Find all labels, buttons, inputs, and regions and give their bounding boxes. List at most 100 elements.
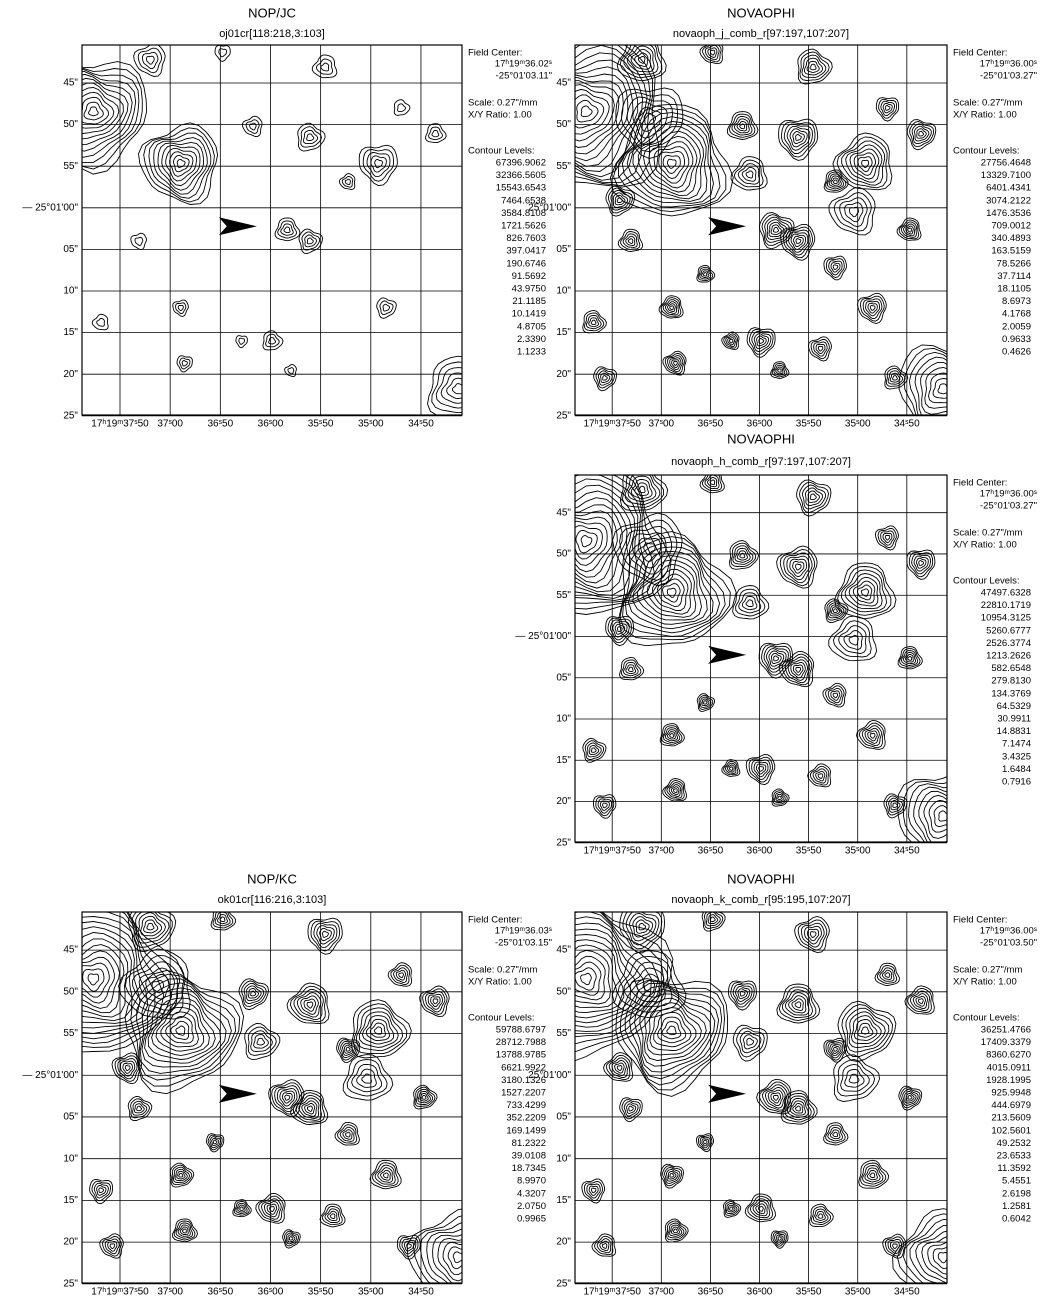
- contour-level: 444.6979: [991, 1100, 1031, 1111]
- contour: [794, 916, 830, 954]
- contour: [874, 525, 899, 551]
- contour: [232, 1199, 252, 1218]
- contour: [599, 800, 610, 811]
- contour: [446, 377, 462, 399]
- contour: [699, 45, 724, 65]
- contour: [616, 197, 623, 203]
- contour: [602, 375, 608, 381]
- contour: [214, 45, 231, 62]
- contour: [667, 1222, 685, 1239]
- contour: [672, 788, 678, 794]
- contour: [900, 650, 919, 666]
- contour: [583, 312, 605, 332]
- contour: [452, 1251, 462, 1264]
- contour: [832, 608, 838, 613]
- contour: [841, 1004, 893, 1057]
- contour: [82, 77, 129, 146]
- contour: [630, 479, 653, 500]
- contour-level: 4015.0911: [987, 1062, 1031, 1073]
- contour: [244, 1023, 281, 1061]
- contour: [238, 337, 246, 345]
- y-tick-label: 55": [556, 1028, 571, 1039]
- contour: [841, 140, 886, 186]
- contour: [792, 664, 804, 676]
- contour: [751, 330, 772, 353]
- contour: [622, 541, 726, 637]
- contour: [787, 659, 809, 681]
- contour: [634, 988, 716, 1073]
- contour: [575, 529, 598, 554]
- contour: [271, 1082, 303, 1115]
- contour: [616, 626, 623, 633]
- contour: [414, 1086, 436, 1108]
- contour: [334, 1121, 360, 1146]
- contour: [793, 235, 804, 248]
- y-tick-label: 20": [63, 369, 78, 380]
- contour: [861, 725, 883, 747]
- contour: [109, 1243, 116, 1250]
- contour: [721, 759, 741, 777]
- contour: [426, 1228, 462, 1283]
- contour-level: 18.7345: [512, 1163, 546, 1174]
- contour-level: 2.3390: [517, 334, 546, 345]
- contour: [276, 1087, 298, 1110]
- contour: [588, 744, 600, 755]
- y-tick-label: 55": [63, 161, 78, 172]
- contour-level: 0.7916: [1002, 777, 1031, 788]
- contour: [396, 1234, 421, 1260]
- contour: [662, 583, 681, 603]
- contour: [625, 664, 636, 675]
- contour: [82, 921, 149, 1029]
- contour: [437, 1237, 462, 1282]
- contour-level: 81.2322: [512, 1138, 546, 1149]
- contour: [351, 1063, 382, 1093]
- info-text: Contour Levels:: [953, 1013, 1020, 1024]
- arrow: [708, 1084, 747, 1103]
- contour: [933, 805, 947, 827]
- contour: [938, 810, 947, 822]
- contour-map: [575, 912, 947, 1283]
- contour-level: 6621.9922: [501, 1062, 546, 1073]
- contour: [327, 1210, 338, 1222]
- contour: [660, 1163, 684, 1189]
- y-tick-label: 25": [63, 1278, 78, 1289]
- contour: [885, 367, 906, 387]
- contour: [630, 48, 652, 70]
- contour: [605, 615, 635, 647]
- contour: [832, 132, 893, 191]
- contour: [662, 299, 680, 316]
- contour: [625, 912, 660, 946]
- contour: [741, 595, 758, 611]
- contour: [783, 123, 813, 154]
- contour: [937, 1252, 947, 1264]
- contour: [157, 141, 205, 191]
- contour: [883, 793, 908, 819]
- contour: [428, 126, 443, 141]
- contour: [836, 136, 888, 189]
- contour: [666, 782, 683, 799]
- contour: [82, 68, 140, 163]
- contour: [907, 987, 932, 1014]
- contour: [99, 1233, 124, 1259]
- x-tick-label: 37ˢ00: [648, 419, 674, 430]
- contour: [235, 335, 248, 349]
- contour: [624, 982, 723, 1086]
- contour: [732, 585, 770, 620]
- contour: [82, 82, 124, 140]
- y-tick-label: 45": [63, 945, 78, 956]
- contour: [342, 1042, 355, 1056]
- contour: [597, 370, 613, 386]
- contour: [596, 1238, 612, 1254]
- contour: [440, 372, 462, 404]
- info-text: -25°01'03.50": [980, 938, 1037, 949]
- contour: [575, 497, 628, 589]
- contour: [618, 531, 737, 647]
- contour: [646, 568, 692, 615]
- contour: [643, 112, 657, 126]
- contour: [730, 542, 757, 567]
- contour: [662, 1165, 683, 1187]
- contour: [755, 763, 767, 775]
- contour: [823, 169, 849, 193]
- contour: [622, 233, 638, 248]
- y-tick-label: 10": [556, 286, 571, 297]
